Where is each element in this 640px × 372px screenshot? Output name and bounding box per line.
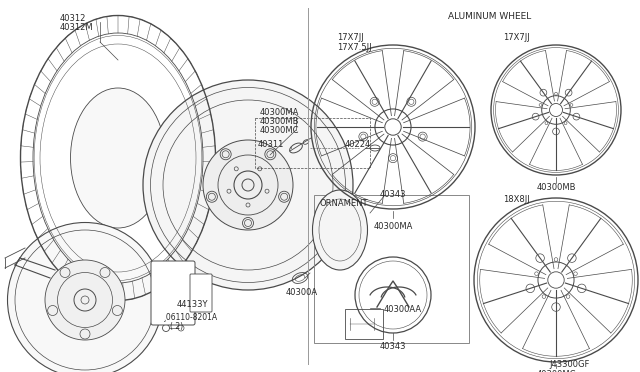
Text: ORNAMENT: ORNAMENT: [320, 199, 369, 208]
Ellipse shape: [8, 222, 163, 372]
FancyBboxPatch shape: [345, 309, 383, 339]
Text: 40343: 40343: [380, 190, 406, 199]
Ellipse shape: [312, 190, 367, 270]
FancyBboxPatch shape: [151, 261, 195, 325]
Text: 40300MB: 40300MB: [536, 183, 576, 192]
Text: ¸06110-8201A: ¸06110-8201A: [163, 312, 218, 321]
Ellipse shape: [45, 260, 125, 340]
Text: 40300MA: 40300MA: [373, 222, 413, 231]
Text: 40311: 40311: [258, 140, 284, 149]
Text: 40224: 40224: [345, 140, 371, 149]
Text: 40300MC: 40300MC: [536, 370, 576, 372]
FancyBboxPatch shape: [190, 274, 212, 312]
Text: 40300MB: 40300MB: [260, 117, 300, 126]
Text: 17X7JJ: 17X7JJ: [337, 33, 364, 42]
Ellipse shape: [203, 140, 293, 230]
Text: 40300AA: 40300AA: [384, 305, 422, 314]
Text: 18X8JJ: 18X8JJ: [503, 195, 530, 204]
Text: 40312: 40312: [60, 14, 86, 23]
Text: 40300A: 40300A: [286, 288, 318, 297]
Text: 44133Y: 44133Y: [177, 300, 209, 309]
Text: 40312M: 40312M: [60, 23, 93, 32]
Ellipse shape: [143, 80, 353, 290]
Ellipse shape: [70, 88, 166, 228]
Text: 40343: 40343: [380, 342, 406, 351]
Text: 40300MC: 40300MC: [260, 126, 300, 135]
Text: ( 2): ( 2): [170, 322, 183, 331]
Text: 17X7JJ: 17X7JJ: [503, 33, 530, 42]
Text: J43300GF: J43300GF: [550, 360, 590, 369]
Text: 40300MA: 40300MA: [260, 108, 300, 117]
Text: 17X7.5JJ: 17X7.5JJ: [337, 43, 372, 52]
Text: ALUMINUM WHEEL: ALUMINUM WHEEL: [449, 12, 532, 21]
